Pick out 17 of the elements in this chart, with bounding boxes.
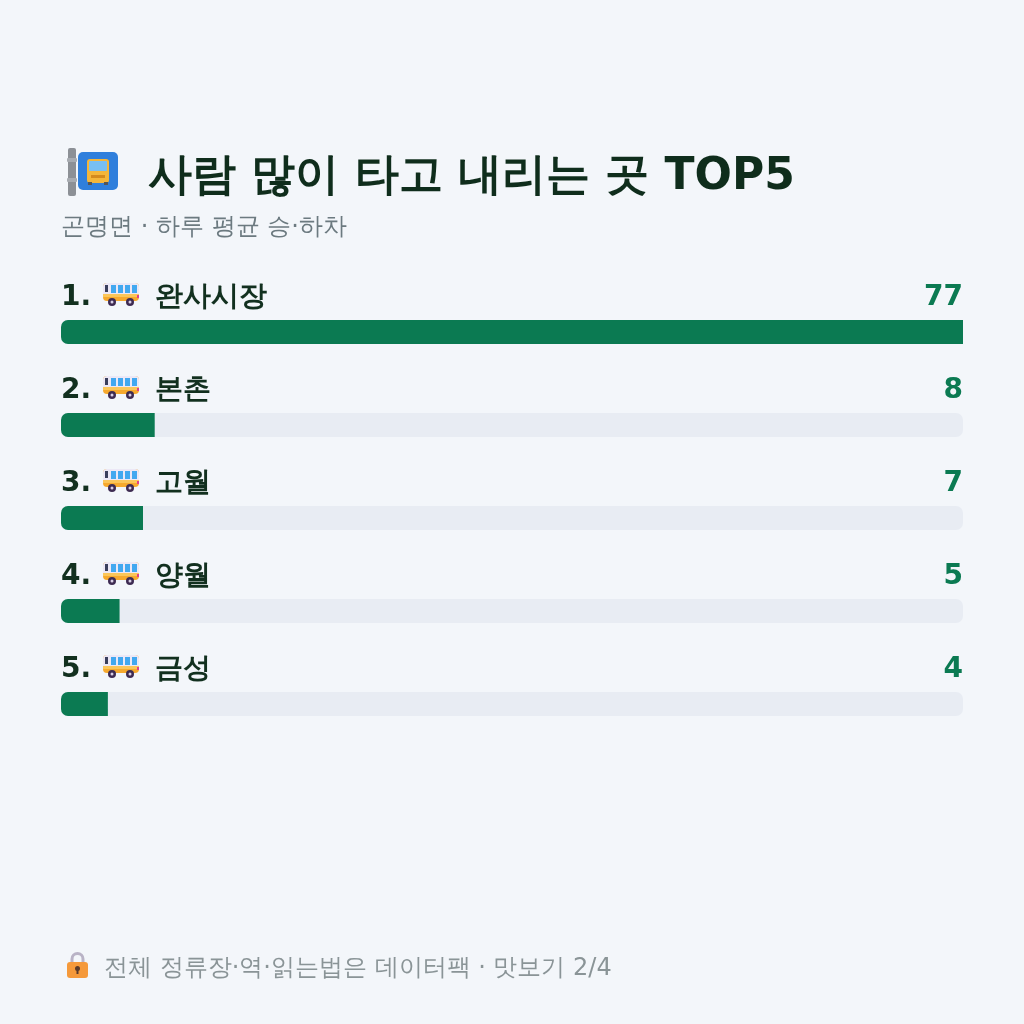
bar bbox=[61, 599, 120, 623]
chart-subtitle: 곤명면 · 하루 평균 승·하차 bbox=[61, 212, 347, 240]
category-label: 4. 양월 bbox=[61, 558, 211, 591]
data-label: 5 bbox=[943, 558, 963, 591]
data-label: 4 bbox=[943, 651, 963, 684]
text: 전체 정류장·역·읽는법은 데이터팩 · 맛보기 2/4 bbox=[104, 953, 612, 981]
data-label: 7 bbox=[943, 465, 963, 498]
chart-title: 사람 많이 타고 내리는 곳 TOP5 bbox=[148, 148, 795, 199]
data-label: 8 bbox=[943, 372, 963, 405]
bar bbox=[61, 692, 108, 716]
category-label: 1. 완사시장 bbox=[61, 279, 267, 312]
bar bbox=[61, 506, 143, 530]
bar bbox=[61, 413, 155, 437]
data-label: 77 bbox=[924, 279, 963, 312]
category-label: 5. 금성 bbox=[61, 651, 211, 684]
category-label: 3. 고월 bbox=[61, 465, 211, 498]
category-label: 2. 본촌 bbox=[61, 372, 211, 405]
